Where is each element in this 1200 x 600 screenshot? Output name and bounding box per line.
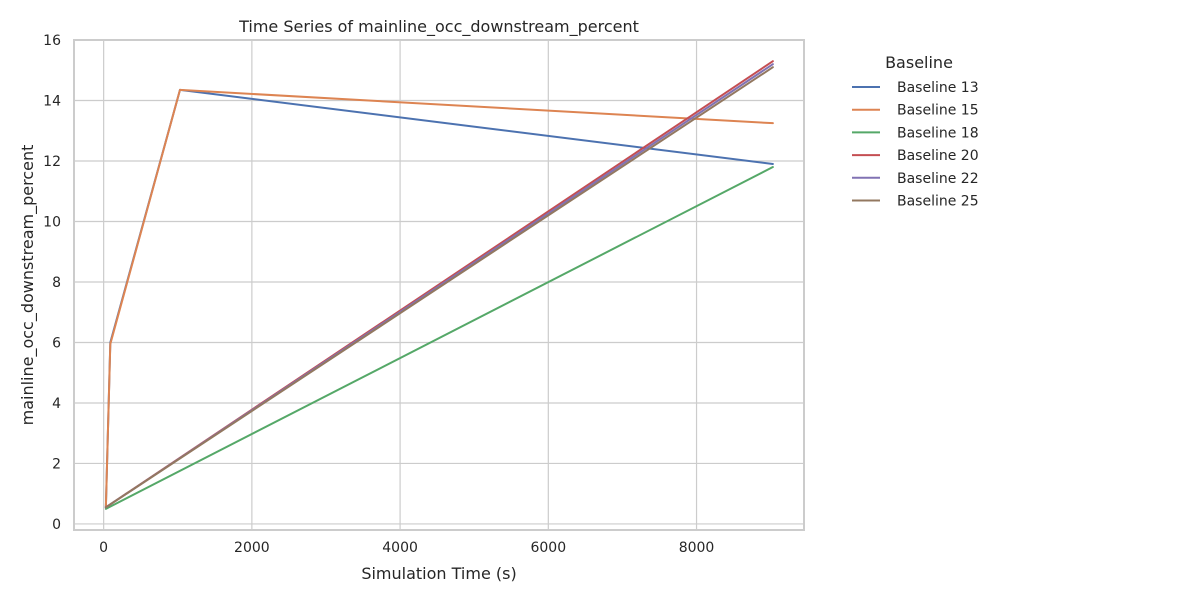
y-tick-label: 4 (52, 396, 61, 412)
x-axis-title: Simulation Time (s) (361, 564, 516, 583)
x-tick-label: 0 (99, 540, 108, 556)
legend-label: Baseline 13 (897, 80, 979, 96)
y-tick-label: 8 (52, 275, 61, 291)
legend-items: Baseline 13 Baseline 15 Baseline 18 Baselin… (852, 80, 979, 210)
y-tick-label: 0 (52, 517, 61, 533)
y-tick-label: 6 (52, 335, 61, 351)
y-tick-label: 14 (43, 93, 61, 109)
legend-label: Baseline 20 (897, 148, 979, 164)
series-line-baseline-13 (104, 88, 774, 509)
series-line-baseline-25 (104, 66, 774, 509)
y-tick-label: 16 (43, 33, 61, 49)
x-tick-label: 6000 (530, 540, 566, 556)
legend-label: Baseline 15 (897, 103, 979, 119)
plot-frame (73, 39, 805, 531)
legend-label: Baseline 22 (897, 171, 979, 187)
x-tick-label: 8000 (679, 540, 715, 556)
series-line-baseline-18 (104, 166, 774, 510)
series-line-baseline-15 (104, 88, 774, 509)
y-axis-title: mainline_occ_downstream_percent (18, 145, 38, 426)
legend-label: Baseline 25 (897, 194, 979, 210)
x-tick-label: 4000 (382, 540, 418, 556)
chart-title: Time Series of mainline_occ_downstream_p… (238, 17, 639, 37)
y-tick-label: 12 (43, 154, 61, 170)
legend-label: Baseline 18 (897, 125, 979, 141)
legend-title: Baseline (885, 53, 953, 72)
x-tick-label: 2000 (234, 540, 270, 556)
y-tick-label: 10 (43, 214, 61, 230)
tick-label-layer: 0 2000 4000 6000 8000 0 2 4 6 8 10 12 14 16 (43, 33, 714, 556)
series-layer (104, 60, 774, 510)
y-tick-label: 2 (52, 456, 61, 472)
